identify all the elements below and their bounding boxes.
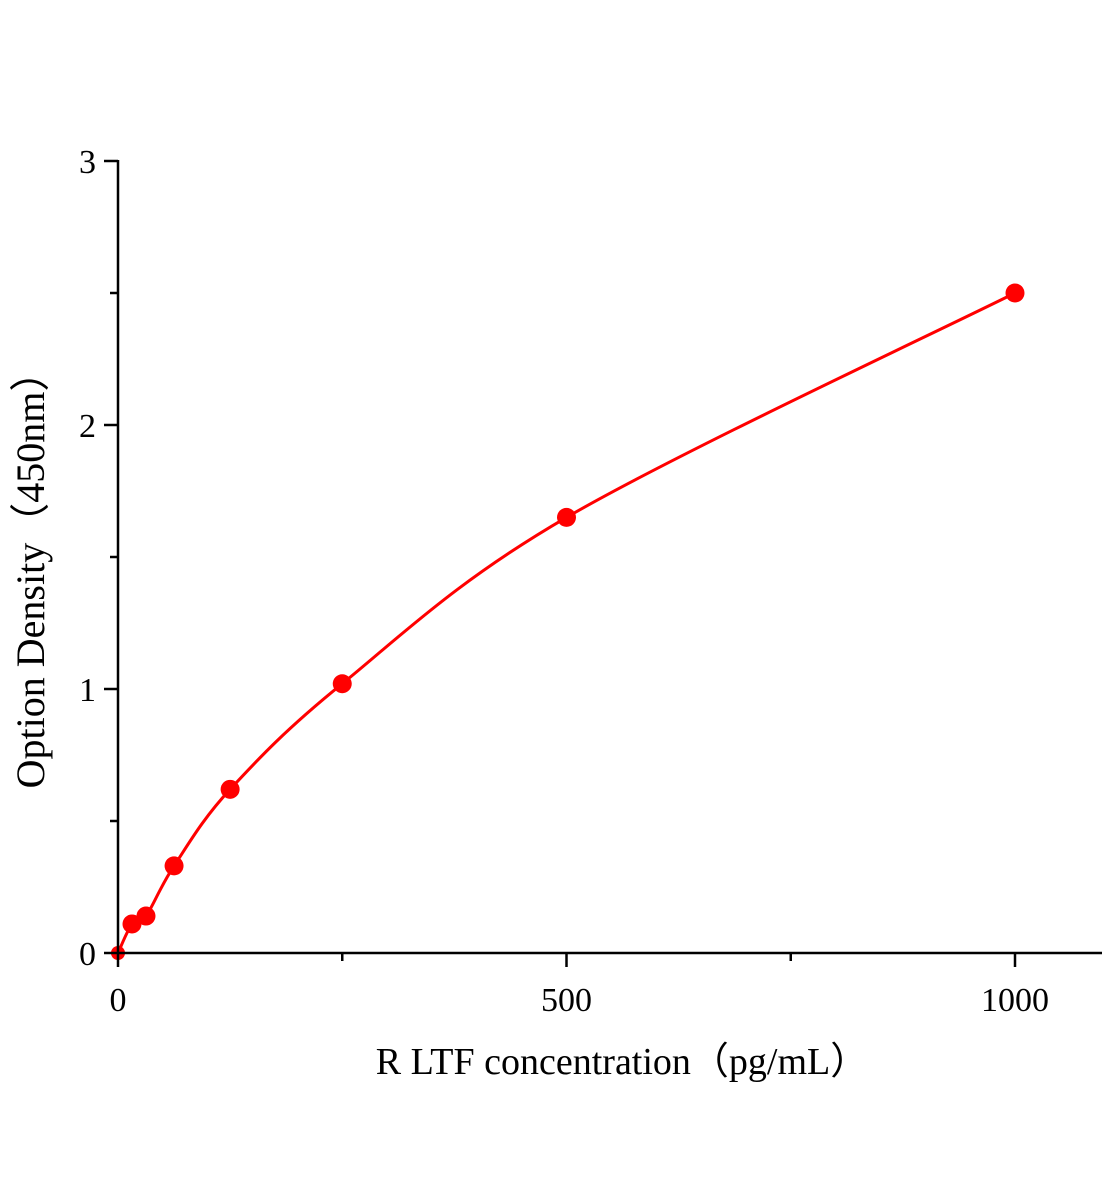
data-points [111,283,1025,960]
x-axis-ticks: 0 500 1000 [110,953,1049,1019]
y-tick-label: 2 [79,408,96,445]
data-point [557,507,576,527]
fit-curve [116,291,1016,954]
data-point [136,906,156,926]
y-tick-label: 1 [79,672,96,709]
x-axis-title: R LTF concentration（pg/mL） [376,1041,869,1083]
data-point [164,856,184,876]
plot-area [111,283,1025,960]
data-point [220,779,240,799]
y-axis-ticks: 0 1 2 3 [79,144,118,973]
y-axis-title: Option Density（450nm） [8,352,53,789]
y-tick-label: 0 [79,936,96,973]
data-point [332,674,352,694]
y-tick-label: 3 [79,144,96,181]
x-tick-label: 500 [541,982,592,1019]
x-tick-label: 0 [110,982,127,1019]
data-point [122,914,142,934]
x-tick-label: 1000 [981,982,1049,1019]
data-point [1005,283,1025,303]
